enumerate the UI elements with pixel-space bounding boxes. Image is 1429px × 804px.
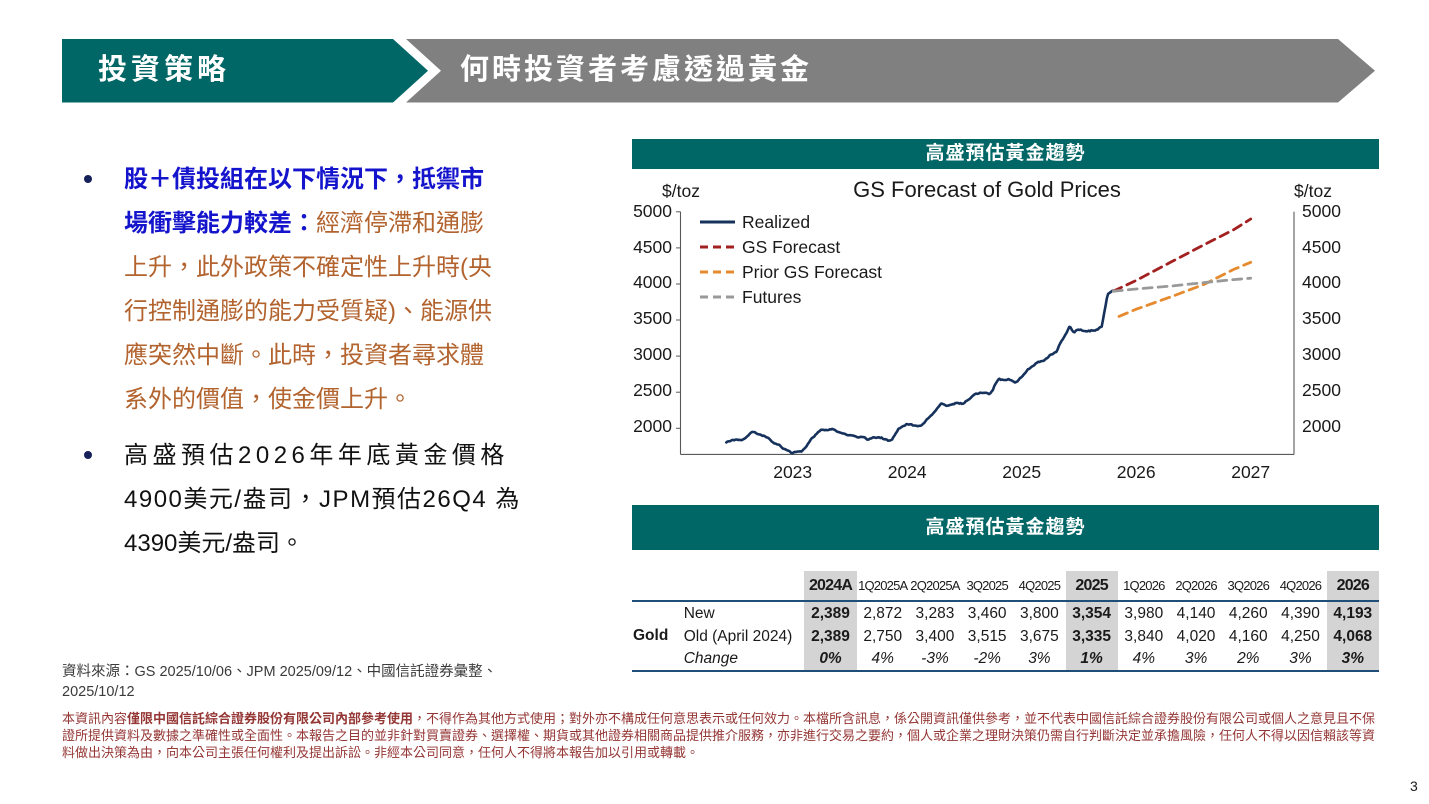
svg-text:3000: 3000 (633, 344, 672, 364)
svg-text:2027: 2027 (1231, 462, 1270, 482)
svg-text:3000: 3000 (1302, 344, 1341, 364)
svg-text:3500: 3500 (633, 308, 672, 328)
svg-text:$/toz: $/toz (1294, 181, 1332, 201)
svg-text:5000: 5000 (633, 201, 672, 221)
svg-text:2026: 2026 (1117, 462, 1156, 482)
svg-text:2500: 2500 (1302, 380, 1341, 400)
svg-text:2000: 2000 (633, 416, 672, 436)
svg-text:4000: 4000 (633, 272, 672, 292)
svg-text:3500: 3500 (1302, 308, 1341, 328)
svg-text:5000: 5000 (1302, 201, 1341, 221)
svg-text:2024: 2024 (888, 462, 927, 482)
svg-text:Prior GS Forecast: Prior GS Forecast (742, 262, 882, 282)
svg-text:2500: 2500 (633, 380, 672, 400)
svg-text:4500: 4500 (1302, 237, 1341, 257)
svg-text:4000: 4000 (1302, 272, 1341, 292)
svg-text:Realized: Realized (742, 212, 810, 232)
svg-text:2025: 2025 (1002, 462, 1041, 482)
svg-text:GS Forecast: GS Forecast (742, 237, 840, 257)
svg-text:4500: 4500 (633, 237, 672, 257)
svg-text:Futures: Futures (742, 287, 802, 307)
svg-text:2000: 2000 (1302, 416, 1341, 436)
svg-text:2023: 2023 (773, 462, 812, 482)
svg-text:$/toz: $/toz (662, 181, 700, 201)
svg-text:GS Forecast of Gold Prices: GS Forecast of Gold Prices (853, 177, 1121, 202)
